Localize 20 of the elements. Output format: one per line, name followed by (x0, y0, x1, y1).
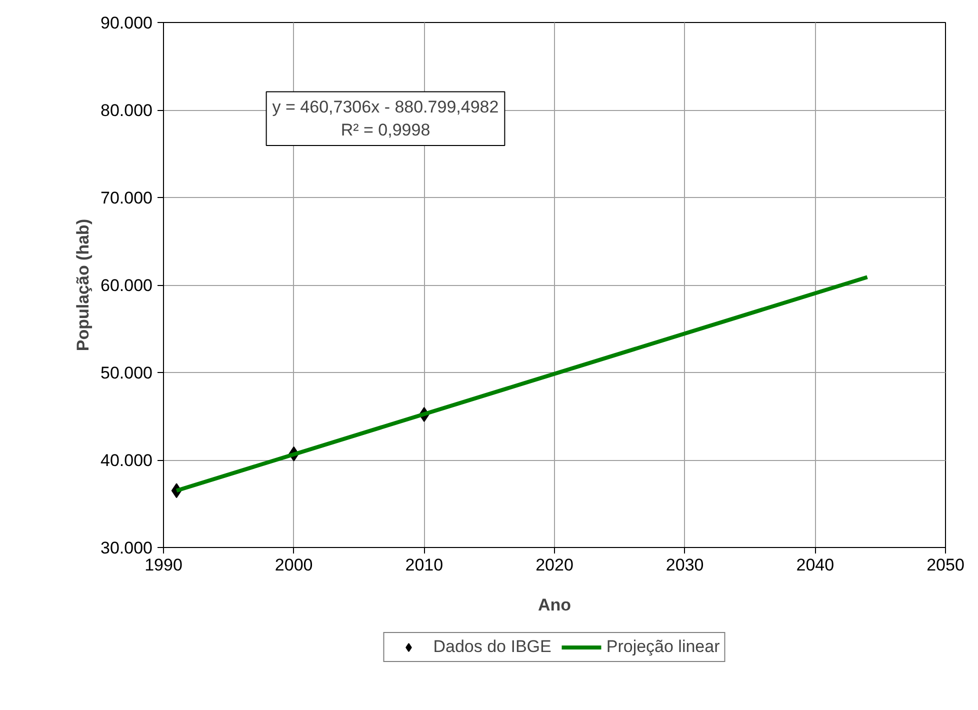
legend-label: Projeção linear (606, 637, 720, 657)
x-axis-title: Ano (538, 596, 572, 614)
y-tick-label: 40.000 (100, 451, 153, 470)
x-tick-label: 1990 (144, 556, 182, 574)
annotation: y = 460,7306x - 880.799,4982 (272, 98, 499, 117)
x-tick-label: 2050 (926, 556, 964, 574)
y-tick-label: 60.000 (100, 276, 153, 295)
x-tick-label: 2000 (274, 556, 313, 574)
y-tick-label: 30.000 (100, 538, 153, 558)
y-tick-label: 50.000 (100, 364, 153, 382)
x-tick-label: 2010 (405, 556, 444, 574)
y-tick-label: 80.000 (100, 101, 153, 120)
x-tick-label: 2030 (666, 556, 704, 574)
y-axis-title: População (hab) (74, 218, 93, 352)
legend-label: Dados do IBGE (433, 637, 552, 657)
annotation: R² = 0,9998 (340, 120, 430, 140)
y-tick-label: 70.000 (100, 188, 153, 208)
x-tick-label: 2040 (796, 556, 834, 574)
x-tick-label: 2020 (536, 556, 574, 574)
y-tick-label: 90.000 (100, 14, 153, 32)
